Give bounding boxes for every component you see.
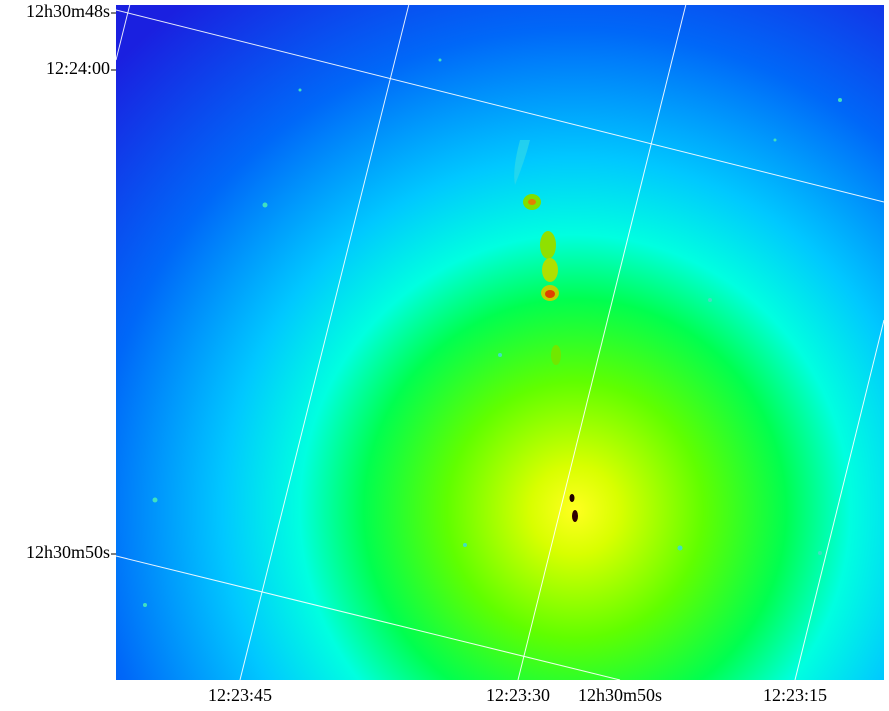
coord-label: 12:23:30 [486, 685, 550, 705]
coord-label: 12:23:45 [208, 685, 272, 705]
coord-label: 12h30m48s [26, 1, 110, 21]
coord-label: 12h30m50s [26, 542, 110, 562]
left-labels: 12h30m48s 12:24:00 12h30m50s [26, 1, 116, 562]
image [116, 0, 884, 680]
coord-label: 12h30m50s [578, 685, 662, 705]
coord-label: 12:24:00 [46, 58, 110, 78]
coord-label: 12:23:15 [763, 685, 827, 705]
bottom-labels: 12:23:45 12:23:30 12h30m50s 12:23:15 [208, 685, 827, 705]
sky-image-view: 12h30m48s 12:24:00 12h30m50s 12:23:45 12… [0, 0, 889, 711]
